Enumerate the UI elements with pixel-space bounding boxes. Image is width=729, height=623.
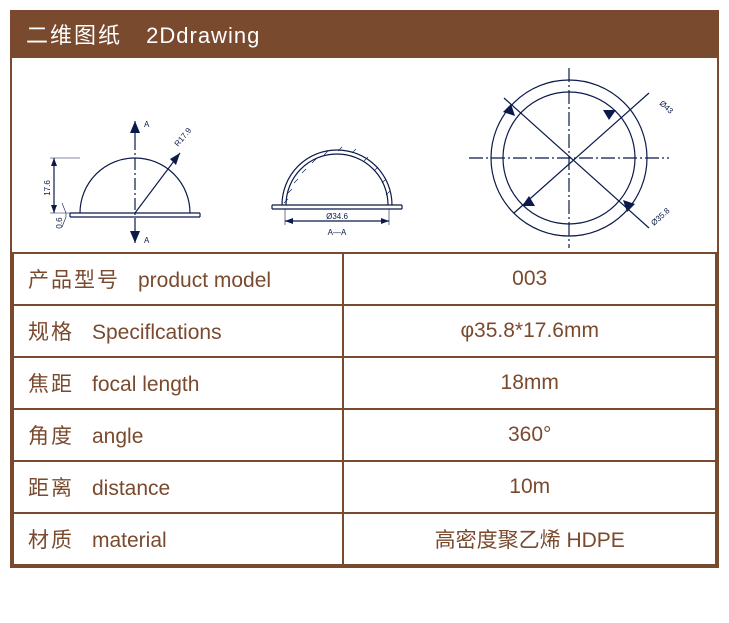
spec-label-cn: 材质 [28, 524, 74, 554]
dim-outer-dia: Ø43 [658, 99, 676, 116]
table-row: 材质 material 高密度聚乙烯 HDPE [13, 513, 716, 565]
dim-height: 17.6 [43, 180, 52, 196]
spec-label-cn: 距离 [28, 472, 74, 502]
drawing-view-top: Ø43 Ø35.8 [449, 68, 709, 248]
section-name: A—A [328, 228, 347, 237]
table-row: 规格 Speciflcations φ35.8*17.6mm [13, 305, 716, 357]
spec-value: 高密度聚乙烯 HDPE [343, 513, 716, 565]
spec-value: 003 [343, 253, 716, 305]
spec-label-cn: 产品型号 [28, 264, 120, 294]
spec-label-en: distance [92, 477, 170, 501]
spec-value: 18mm [343, 357, 716, 409]
table-row: 焦距 focal length 18mm [13, 357, 716, 409]
spec-label-cn: 焦距 [28, 368, 74, 398]
dim-inner-dia: Ø35.8 [649, 206, 672, 228]
spec-sheet: 二维图纸 2Ddrawing [10, 10, 719, 568]
spec-label-en: product model [138, 269, 271, 293]
spec-label-en: focal length [92, 373, 199, 397]
section-mark-a-top: A [144, 120, 150, 129]
table-row: 距离 distance 10m [13, 461, 716, 513]
drawing-view-side: A A R17.9 17.6 0.6 [20, 93, 230, 248]
dim-flange-thk: 0.6 [55, 217, 64, 229]
table-row: 角度 angle 360° [13, 409, 716, 461]
drawing-panel: A A R17.9 17.6 0.6 [12, 56, 717, 252]
spec-label-en: Speciflcations [92, 321, 222, 345]
spec-label-en: angle [92, 425, 143, 449]
spec-value: 360° [343, 409, 716, 461]
drawing-view-section: Ø34.6 A—A [242, 93, 437, 248]
dim-radius: R17.9 [173, 126, 194, 149]
spec-value: 10m [343, 461, 716, 513]
dim-base-dia: Ø34.6 [326, 212, 348, 221]
spec-table: 产品型号 product model 003 规格 Speciflcations φ… [12, 252, 717, 566]
header-title-cn: 二维图纸 [26, 23, 122, 48]
header-bar: 二维图纸 2Ddrawing [12, 12, 717, 56]
table-row: 产品型号 product model 003 [13, 253, 716, 305]
section-mark-a-bottom: A [144, 236, 150, 245]
spec-label-cn: 角度 [28, 420, 74, 450]
header-title-en: 2Ddrawing [146, 23, 260, 48]
spec-value: φ35.8*17.6mm [343, 305, 716, 357]
spec-label-cn: 规格 [28, 316, 74, 346]
spec-label-en: material [92, 529, 167, 553]
